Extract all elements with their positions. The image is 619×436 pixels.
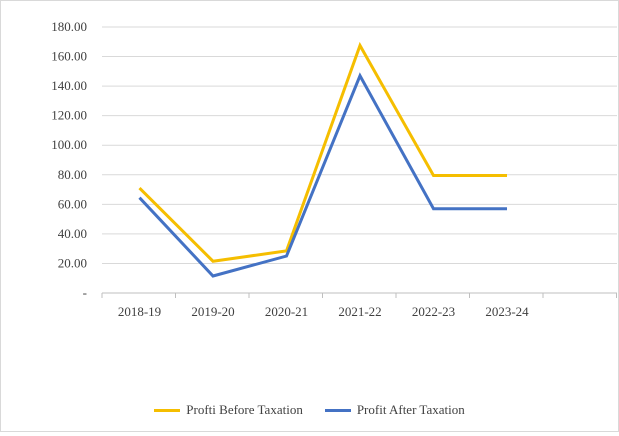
x-tick-label: 2019-20	[191, 304, 234, 319]
legend-swatch-before-tax	[154, 409, 180, 412]
series-line-before-tax	[140, 45, 508, 261]
legend-swatch-after-tax	[325, 409, 351, 412]
y-tick-label: 100.00	[51, 137, 87, 152]
y-tick-label: 80.00	[58, 167, 87, 182]
y-tick-label: 120.00	[51, 108, 87, 123]
y-tick-label: 60.00	[58, 196, 87, 211]
y-tick-label: 20.00	[58, 255, 87, 270]
y-tick-label: 40.00	[58, 226, 87, 241]
legend-item-after-tax: Profit After Taxation	[325, 402, 465, 418]
legend-item-before-tax: Profti Before Taxation	[154, 402, 303, 418]
x-tick-label: 2021-22	[338, 304, 381, 319]
y-tick-label: -	[83, 285, 87, 300]
legend: Profti Before Taxation Profit After Taxa…	[0, 402, 619, 418]
x-tick-label: 2023-24	[485, 304, 529, 319]
legend-label-before-tax: Profti Before Taxation	[186, 402, 303, 418]
y-tick-label: 160.00	[51, 49, 87, 64]
x-tick-label: 2022-23	[412, 304, 455, 319]
x-tick-label: 2018-19	[118, 304, 161, 319]
x-tick-label: 2020-21	[265, 304, 308, 319]
legend-label-after-tax: Profit After Taxation	[357, 402, 465, 418]
y-tick-label: 140.00	[51, 78, 87, 93]
y-tick-label: 180.00	[51, 19, 87, 34]
